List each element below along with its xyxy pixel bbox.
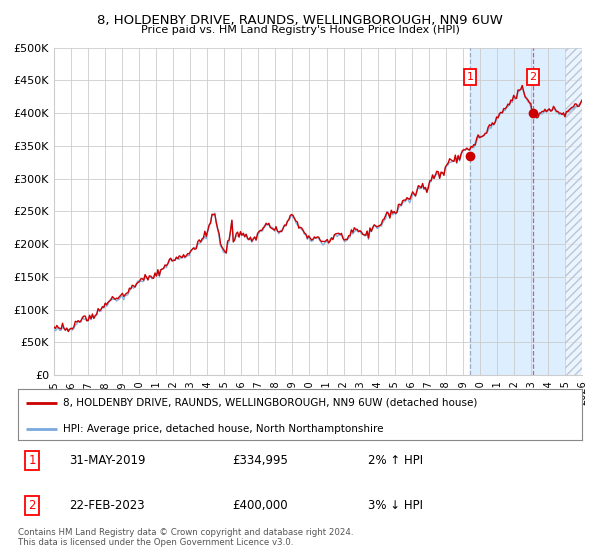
Text: Price paid vs. HM Land Registry's House Price Index (HPI): Price paid vs. HM Land Registry's House … xyxy=(140,25,460,35)
Text: 2: 2 xyxy=(530,72,536,82)
Text: Contains HM Land Registry data © Crown copyright and database right 2024.
This d: Contains HM Land Registry data © Crown c… xyxy=(18,528,353,547)
Text: HPI: Average price, detached house, North Northamptonshire: HPI: Average price, detached house, Nort… xyxy=(63,423,383,433)
Text: £400,000: £400,000 xyxy=(232,499,288,512)
Text: 1: 1 xyxy=(466,72,473,82)
Text: 31-MAY-2019: 31-MAY-2019 xyxy=(69,454,145,467)
Bar xyxy=(565,48,582,375)
Text: 1: 1 xyxy=(28,454,36,467)
Bar xyxy=(470,48,582,375)
Text: 2% ↑ HPI: 2% ↑ HPI xyxy=(368,454,423,467)
Text: 8, HOLDENBY DRIVE, RAUNDS, WELLINGBOROUGH, NN9 6UW (detached house): 8, HOLDENBY DRIVE, RAUNDS, WELLINGBOROUG… xyxy=(63,398,478,408)
Text: 8, HOLDENBY DRIVE, RAUNDS, WELLINGBOROUGH, NN9 6UW: 8, HOLDENBY DRIVE, RAUNDS, WELLINGBOROUG… xyxy=(97,14,503,27)
Text: 3% ↓ HPI: 3% ↓ HPI xyxy=(368,499,422,512)
Text: £334,995: £334,995 xyxy=(232,454,288,467)
Text: 22-FEB-2023: 22-FEB-2023 xyxy=(69,499,145,512)
Text: 2: 2 xyxy=(28,499,36,512)
